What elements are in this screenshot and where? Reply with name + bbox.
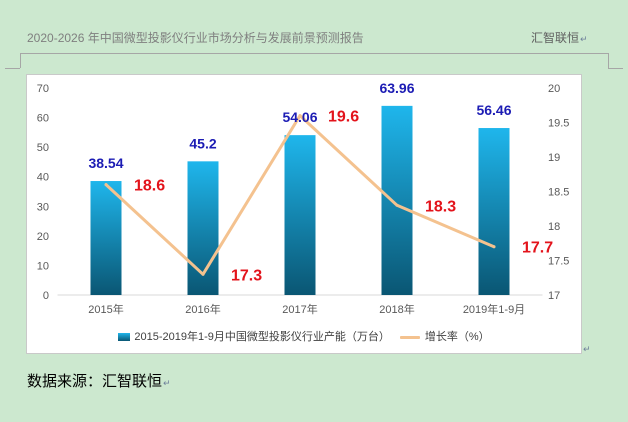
- legend-label-capacity: 2015-2019年1-9月中国微型投影仪行业产能（万台）: [134, 331, 390, 343]
- bar-data-label: 63.96: [379, 80, 414, 96]
- legend-label-growth-rate: 增长率（%）: [424, 331, 490, 343]
- chart-canvas: 38.54 45.2 54.06 63.96 56.46 18.6 17.3 19.6 18.3…: [37, 80, 570, 316]
- y-left-tick-label: 30: [37, 201, 49, 213]
- y-right-tick-label: 18: [548, 221, 560, 233]
- y-right-tick-label: 18.5: [548, 187, 569, 199]
- margin-corner-mark-right: [608, 68, 623, 69]
- legend-item-growth-rate: 增长率（%）: [399, 330, 490, 344]
- paragraph-mark: ↵: [163, 379, 171, 389]
- growth-rate-point: [298, 114, 302, 118]
- header-brand-text: 汇智联恒: [531, 31, 580, 45]
- line-data-label: 18.6: [134, 178, 165, 195]
- y-left-tick-label: 20: [37, 231, 49, 243]
- growth-rate-point: [492, 245, 496, 249]
- growth-rate-point: [201, 272, 205, 276]
- line-data-label: 18.3: [425, 198, 456, 215]
- legend-swatch-bar: [118, 333, 131, 341]
- y-right-tick-label: 20: [548, 83, 560, 95]
- document-header-brand: 汇智联恒↵: [531, 31, 588, 47]
- chart-legend: 2015-2019年1-9月中国微型投影仪行业产能（万台） 增长率（%）: [27, 330, 581, 344]
- legend-swatch-line: [399, 335, 420, 339]
- capacity-bar: [90, 181, 122, 295]
- y-right-tick-label: 19: [548, 152, 560, 164]
- capacity-bar: [478, 128, 510, 295]
- x-tick-label: 2018年: [379, 302, 414, 316]
- margin-corner-mark-right: [608, 53, 609, 68]
- y-left-tick-label: 50: [37, 142, 49, 154]
- paragraph-mark: ↵: [580, 35, 588, 45]
- legend-item-capacity: 2015-2019年1-9月中国微型投影仪行业产能（万台）: [118, 330, 390, 344]
- line-data-label: 19.6: [328, 109, 359, 126]
- line-data-label: 17.3: [231, 267, 262, 284]
- y-right-tick-label: 17.5: [548, 256, 569, 268]
- y-left-tick-label: 40: [37, 172, 49, 184]
- y-left-tick-label: 0: [43, 290, 49, 302]
- margin-corner-mark-left: [20, 53, 21, 68]
- y-right-tick-label: 19.5: [548, 118, 569, 130]
- data-source-note: 数据来源：汇智联恒↵: [27, 373, 171, 393]
- capacity-bar: [381, 105, 413, 295]
- capacity-bar: [284, 135, 316, 295]
- paragraph-mark: ↵: [583, 345, 591, 355]
- growth-rate-point: [395, 203, 399, 207]
- y-right-tick-label: 17: [548, 290, 560, 302]
- growth-rate-point: [104, 183, 108, 187]
- x-tick-label: 2015年: [88, 302, 123, 316]
- x-tick-label: 2019年1-9月: [463, 302, 525, 316]
- line-data-label: 17.7: [522, 240, 553, 257]
- bar-data-label: 56.46: [476, 102, 511, 118]
- data-source-text: 数据来源：汇智联恒: [27, 373, 163, 390]
- bar-data-label: 45.2: [189, 135, 216, 151]
- x-tick-label: 2017年: [282, 302, 317, 316]
- y-left-tick-label: 70: [37, 83, 49, 95]
- y-left-tick-label: 10: [37, 260, 49, 272]
- y-left-tick-label: 60: [37, 113, 49, 125]
- x-tick-label: 2016年: [185, 302, 220, 316]
- bar-data-label: 38.54: [88, 155, 123, 171]
- bar-data-label: 54.06: [282, 109, 317, 125]
- document-header-title: 2020-2026 年中国微型投影仪行业市场分析与发展前景预测报告: [27, 31, 364, 45]
- embedded-chart[interactable]: 38.54 45.2 54.06 63.96 56.46 18.6 17.3 19.6 18.3…: [27, 75, 581, 353]
- header-divider: [20, 53, 608, 54]
- margin-corner-mark-left: [5, 68, 20, 69]
